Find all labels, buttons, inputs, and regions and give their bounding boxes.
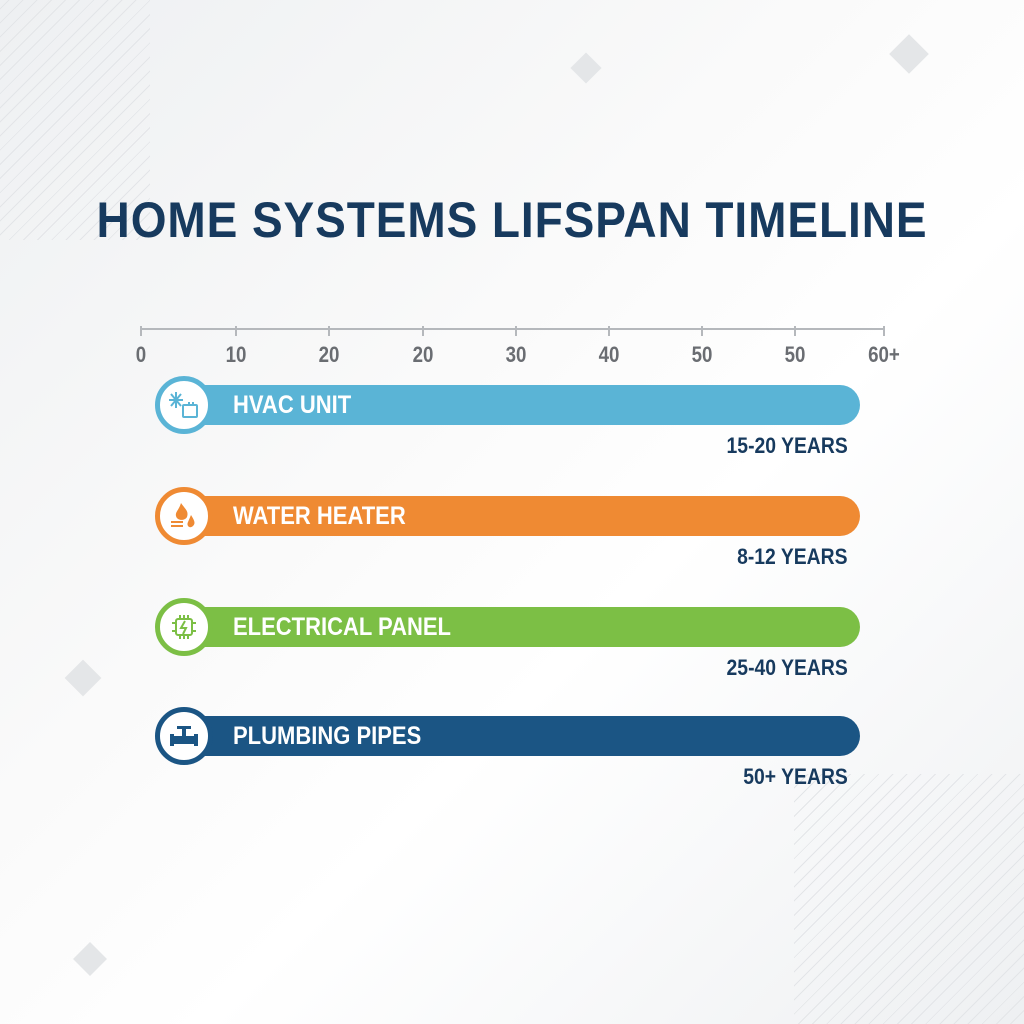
flame-water-drop-icon (155, 487, 213, 545)
snowflake-ac-icon (155, 376, 213, 434)
x-tick (235, 326, 237, 336)
x-tick (883, 326, 885, 336)
x-tick (328, 326, 330, 336)
bar (175, 607, 860, 647)
decorative-diamond (570, 52, 602, 84)
circuit-lightning-icon (155, 598, 213, 656)
range-label: 50+ YEARS (743, 764, 848, 789)
x-tick (140, 326, 142, 336)
range-label: 8-12 YEARS (737, 544, 848, 569)
x-tick (701, 326, 703, 336)
x-tick-label: 20 (318, 342, 340, 367)
bar (175, 496, 860, 536)
decorative-stripes (0, 0, 150, 240)
x-tick-label: 40 (598, 342, 620, 367)
timeline-row: PLUMBING PIPES 50+ YEARS (155, 707, 860, 789)
decorative-diamond (64, 659, 102, 697)
timeline-row: WATER HEATER 8-12 YEARS (155, 487, 860, 569)
range-label: 15-20 YEARS (726, 433, 848, 458)
bar (175, 716, 860, 756)
x-tick-label: 30 (505, 342, 527, 367)
x-tick-label: 50 (691, 342, 713, 367)
x-tick-label: 60+ (868, 342, 900, 367)
bar (175, 385, 860, 425)
bar-label: PLUMBING PIPES (233, 722, 422, 750)
x-tick (422, 326, 424, 336)
bar-label: HVAC UNIT (233, 391, 352, 419)
x-tick-label: 10 (225, 342, 247, 367)
x-tick-label: 20 (412, 342, 434, 367)
chart-title: HOME SYSTEMS LIFSPAN TIMELINE (96, 192, 928, 248)
timeline-row: HVAC UNIT 15-20 YEARS (155, 376, 860, 458)
decorative-stripes (794, 774, 1024, 1024)
range-label: 25-40 YEARS (726, 655, 848, 680)
timeline-row: ELECTRICAL PANEL 25-40 YEARS (155, 598, 860, 680)
decorative-diamond (73, 942, 107, 976)
pipe-valve-icon (155, 707, 213, 765)
x-axis-line (141, 328, 884, 330)
x-tick-label: 0 (135, 342, 147, 367)
x-tick (515, 326, 517, 336)
x-tick-label: 50 (784, 342, 806, 367)
bar-label: WATER HEATER (233, 502, 406, 530)
bar-label: ELECTRICAL PANEL (233, 613, 451, 641)
x-tick (794, 326, 796, 336)
decorative-diamond (889, 34, 929, 74)
x-tick (608, 326, 610, 336)
